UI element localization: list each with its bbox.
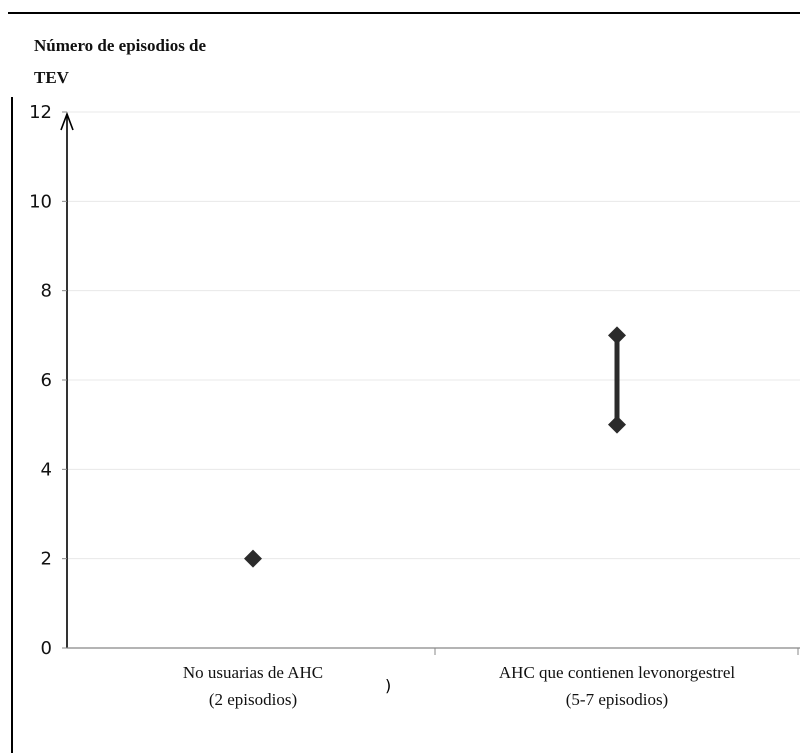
point-1-low xyxy=(608,415,626,434)
y-tick-label-2: 2 xyxy=(41,549,52,570)
y-axis-arrow xyxy=(60,111,74,131)
y-tick-label-10: 10 xyxy=(29,191,52,212)
x-category-label-1: AHC que contienen levonorgestrel (5-7 epi… xyxy=(499,663,735,709)
point-1-high xyxy=(608,326,626,345)
y-tick-label-4: 4 xyxy=(41,459,52,480)
gridlines xyxy=(67,111,800,560)
y-tick-label-12: 12 xyxy=(29,102,52,123)
chart-title-line-1: Número de episodios de xyxy=(34,36,207,55)
y-tick-label-6: 6 xyxy=(41,370,52,391)
x-category-label-0-line-2: (2 episodios) xyxy=(209,690,297,709)
x-category-label-0-line-1: No usuarias de AHC xyxy=(183,663,323,682)
x-category-label-1-line-2: (5-7 episodios) xyxy=(566,690,668,709)
stray-mark: ) xyxy=(385,676,391,695)
x-category-label-0: No usuarias de AHC (2 episodios) xyxy=(183,663,323,709)
point-0 xyxy=(244,549,262,568)
y-tick-labels: 0 2 4 6 8 10 12 xyxy=(29,102,52,659)
x-category-labels: No usuarias de AHC (2 episodios) AHC que c… xyxy=(183,663,735,709)
y-tick-label-8: 8 xyxy=(41,281,52,302)
chart-title: Número de episodios de TEV xyxy=(34,30,206,94)
y-tick-label-0: 0 xyxy=(41,638,52,659)
data-marks xyxy=(244,326,626,568)
chart-title-line-2: TEV xyxy=(34,68,69,87)
axes xyxy=(60,111,800,655)
x-category-label-1-line-1: AHC que contienen levonorgestrel xyxy=(499,663,735,682)
